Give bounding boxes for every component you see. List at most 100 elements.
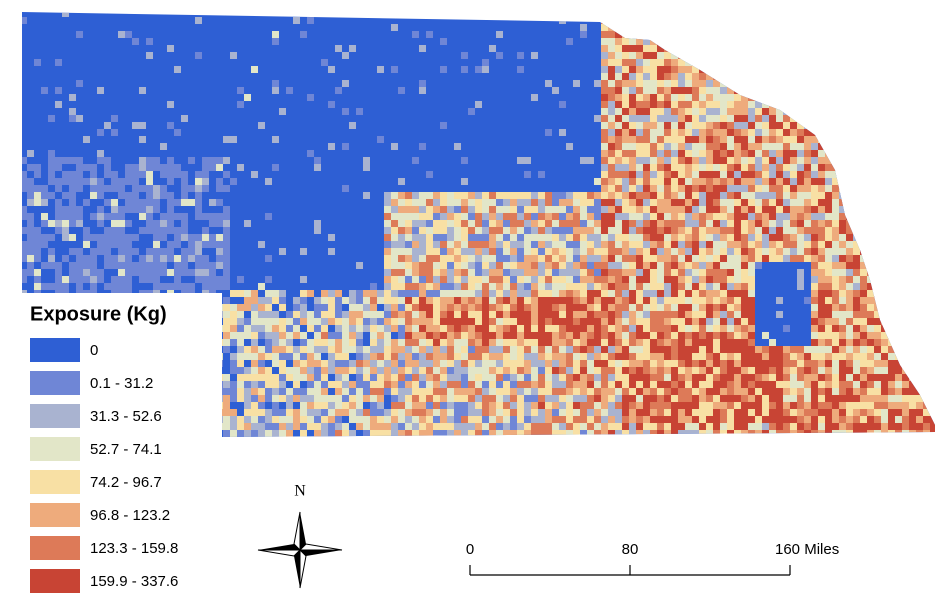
raster-cell xyxy=(461,304,468,311)
raster-cell xyxy=(132,199,139,206)
raster-cell xyxy=(720,192,727,199)
raster-cell xyxy=(713,388,720,395)
raster-cell xyxy=(741,367,748,374)
raster-cell xyxy=(902,367,909,374)
raster-cell xyxy=(594,192,601,199)
raster-cell xyxy=(34,269,41,276)
raster-cell xyxy=(363,395,370,402)
raster-cell xyxy=(881,255,888,262)
raster-cell xyxy=(636,185,643,192)
raster-cell xyxy=(538,234,545,241)
raster-cell xyxy=(405,360,412,367)
raster-cell xyxy=(223,241,230,248)
raster-cell xyxy=(727,388,734,395)
raster-cell xyxy=(615,304,622,311)
raster-cell xyxy=(454,206,461,213)
raster-cell xyxy=(776,192,783,199)
raster-cell xyxy=(699,227,706,234)
raster-cell xyxy=(699,388,706,395)
raster-cell xyxy=(104,199,111,206)
raster-cell xyxy=(916,388,923,395)
raster-cell xyxy=(587,213,594,220)
raster-cell xyxy=(888,206,895,213)
raster-cell xyxy=(657,12,664,17)
raster-cell xyxy=(748,101,755,108)
raster-cell xyxy=(286,332,293,339)
raster-cell xyxy=(783,185,790,192)
raster-cell xyxy=(377,346,384,353)
raster-cell xyxy=(846,157,853,164)
raster-cell xyxy=(783,206,790,213)
raster-cell xyxy=(783,255,790,262)
raster-cell xyxy=(846,24,853,31)
raster-cell xyxy=(720,234,727,241)
raster-cell xyxy=(902,388,909,395)
raster-cell xyxy=(125,220,132,227)
raster-cell xyxy=(678,59,685,66)
raster-cell xyxy=(433,311,440,318)
raster-cell xyxy=(797,395,804,402)
raster-cell xyxy=(104,171,111,178)
raster-cell xyxy=(762,248,769,255)
raster-cell xyxy=(657,283,664,290)
raster-cell xyxy=(118,227,125,234)
raster-cell xyxy=(559,227,566,234)
raster-cell xyxy=(685,255,692,262)
raster-cell xyxy=(755,241,762,248)
raster-cell xyxy=(22,290,27,297)
raster-cell xyxy=(678,290,685,297)
raster-cell xyxy=(307,339,314,346)
raster-cell xyxy=(678,339,685,346)
raster-cell xyxy=(923,402,930,409)
raster-cell xyxy=(832,24,839,31)
raster-cell xyxy=(748,52,755,59)
raster-cell xyxy=(545,276,552,283)
raster-cell xyxy=(216,402,223,409)
raster-cell xyxy=(587,395,594,402)
raster-cell xyxy=(405,318,412,325)
raster-cell xyxy=(839,220,846,227)
raster-cell xyxy=(531,269,538,276)
raster-cell xyxy=(804,360,811,367)
raster-cell xyxy=(223,318,230,325)
raster-cell xyxy=(629,17,636,24)
raster-cell xyxy=(629,374,636,381)
raster-cell xyxy=(734,374,741,381)
raster-cell xyxy=(342,353,349,360)
raster-cell xyxy=(48,220,55,227)
raster-cell xyxy=(629,73,636,80)
raster-cell xyxy=(405,325,412,332)
raster-cell xyxy=(118,283,125,290)
raster-cell xyxy=(426,276,433,283)
raster-cell xyxy=(363,290,370,297)
raster-cell xyxy=(755,38,762,45)
raster-cell xyxy=(608,192,615,199)
raster-cell xyxy=(426,206,433,213)
raster-cell xyxy=(853,31,860,38)
raster-cell xyxy=(888,395,895,402)
raster-cell xyxy=(111,353,118,360)
raster-cell xyxy=(188,255,195,262)
raster-cell xyxy=(720,241,727,248)
raster-cell xyxy=(139,395,146,402)
raster-cell xyxy=(930,227,935,234)
raster-cell xyxy=(818,17,825,24)
raster-cell xyxy=(909,24,916,31)
raster-cell xyxy=(727,185,734,192)
raster-cell xyxy=(608,311,615,318)
raster-cell xyxy=(860,164,867,171)
raster-cell xyxy=(860,38,867,45)
raster-cell xyxy=(440,38,447,45)
raster-cell xyxy=(83,136,90,143)
raster-cell xyxy=(370,325,377,332)
raster-cell xyxy=(664,388,671,395)
raster-cell xyxy=(587,157,594,164)
raster-cell xyxy=(727,213,734,220)
raster-cell xyxy=(118,248,125,255)
raster-cell xyxy=(888,311,895,318)
raster-cell xyxy=(755,157,762,164)
raster-cell xyxy=(405,395,412,402)
raster-cell xyxy=(517,192,524,199)
raster-cell xyxy=(251,304,258,311)
raster-cell xyxy=(692,206,699,213)
